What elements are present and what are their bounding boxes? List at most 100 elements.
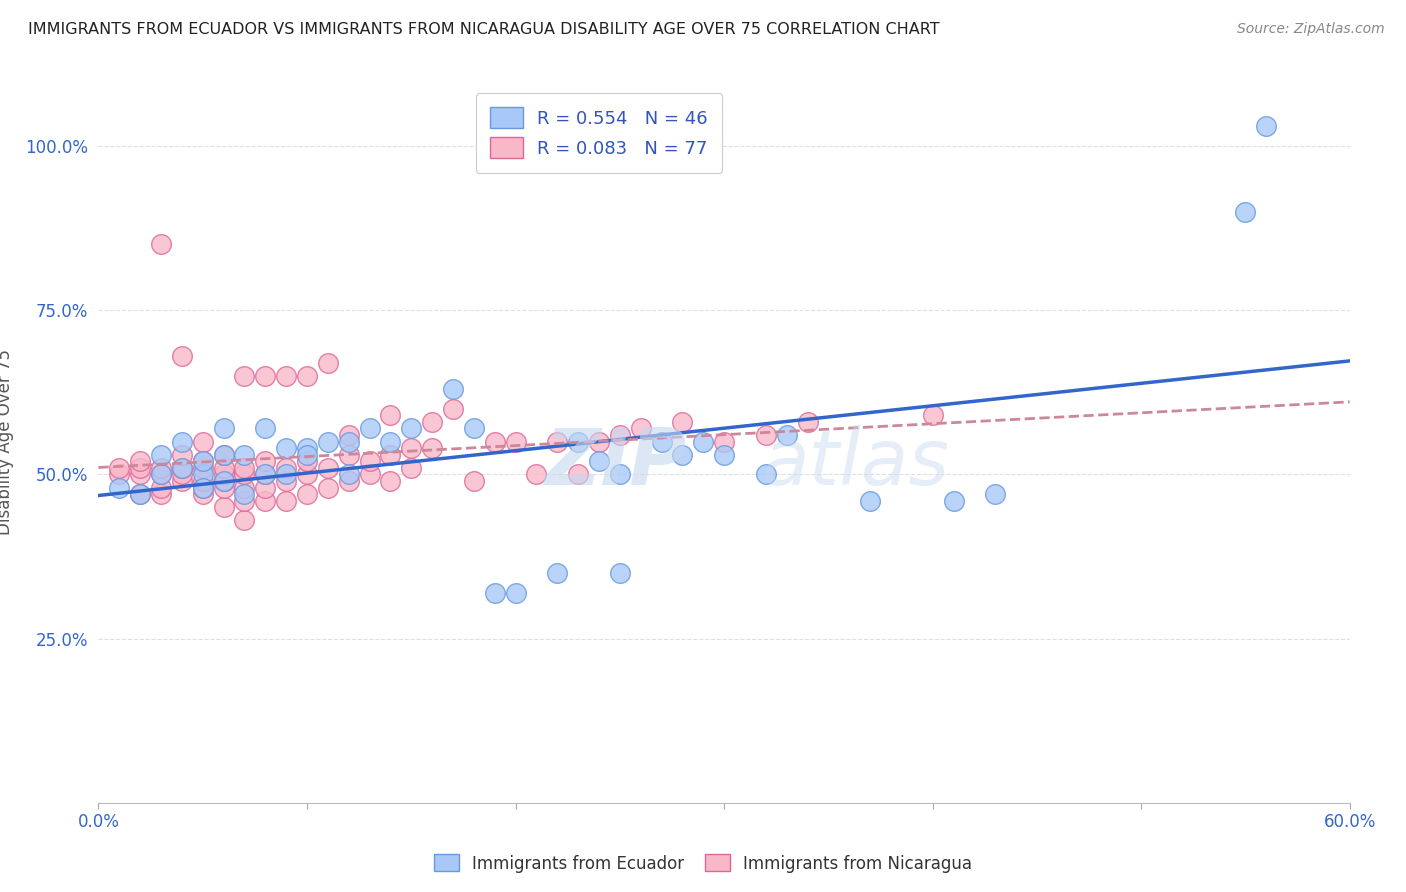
Point <box>233 481 256 495</box>
Point <box>129 487 152 501</box>
Point <box>337 448 360 462</box>
Point <box>254 467 277 482</box>
Point <box>420 441 443 455</box>
Point <box>295 368 318 383</box>
Point <box>316 356 339 370</box>
Point <box>129 460 152 475</box>
Point <box>274 460 298 475</box>
Point <box>359 454 381 468</box>
Point <box>359 421 381 435</box>
Point <box>420 415 443 429</box>
Point <box>505 434 527 449</box>
Point <box>588 434 610 449</box>
Point <box>191 487 214 501</box>
Point <box>274 493 298 508</box>
Point <box>380 448 402 462</box>
Point <box>755 428 778 442</box>
Point <box>609 467 631 482</box>
Point <box>984 487 1007 501</box>
Point <box>713 434 735 449</box>
Point <box>796 415 818 429</box>
Point <box>505 585 527 599</box>
Point <box>1234 204 1257 219</box>
Point <box>337 434 360 449</box>
Text: Source: ZipAtlas.com: Source: ZipAtlas.com <box>1237 22 1385 37</box>
Point <box>212 467 235 482</box>
Point <box>295 454 318 468</box>
Point <box>380 434 402 449</box>
Point <box>212 500 235 515</box>
Point <box>254 481 277 495</box>
Point <box>337 428 360 442</box>
Point <box>274 467 298 482</box>
Point <box>191 467 214 482</box>
Point <box>150 467 173 482</box>
Point <box>129 487 152 501</box>
Point <box>337 474 360 488</box>
Point <box>337 467 360 482</box>
Point <box>191 460 214 475</box>
Point <box>254 493 277 508</box>
Point <box>254 368 277 383</box>
Point <box>129 467 152 482</box>
Point <box>755 467 778 482</box>
Point <box>1256 120 1278 134</box>
Point <box>295 441 318 455</box>
Point <box>191 474 214 488</box>
Point <box>212 474 235 488</box>
Text: ZIP: ZIP <box>544 425 686 501</box>
Legend: R = 0.554   N = 46, R = 0.083   N = 77: R = 0.554 N = 46, R = 0.083 N = 77 <box>475 93 723 172</box>
Point <box>609 428 631 442</box>
Point <box>526 467 548 482</box>
Point <box>170 349 193 363</box>
Point <box>191 434 214 449</box>
Point <box>316 434 339 449</box>
Point <box>441 382 464 396</box>
Point <box>463 474 485 488</box>
Point <box>108 481 131 495</box>
Point <box>233 448 256 462</box>
Point <box>942 493 965 508</box>
Point <box>484 585 506 599</box>
Point <box>546 434 568 449</box>
Point <box>274 441 298 455</box>
Point <box>567 467 589 482</box>
Point <box>212 448 235 462</box>
Point <box>609 566 631 580</box>
Point <box>463 421 485 435</box>
Text: atlas: atlas <box>762 425 949 501</box>
Y-axis label: Disability Age Over 75: Disability Age Over 75 <box>0 349 14 534</box>
Point <box>713 448 735 462</box>
Point <box>150 448 173 462</box>
Point <box>295 487 318 501</box>
Point <box>359 467 381 482</box>
Point <box>108 460 131 475</box>
Point <box>150 487 173 501</box>
Point <box>191 481 214 495</box>
Point <box>401 441 423 455</box>
Point <box>212 460 235 475</box>
Point <box>170 460 193 475</box>
Point <box>380 409 402 423</box>
Point <box>170 448 193 462</box>
Point <box>651 434 673 449</box>
Point <box>401 421 423 435</box>
Point <box>295 467 318 482</box>
Point <box>254 467 277 482</box>
Point <box>484 434 506 449</box>
Point <box>546 566 568 580</box>
Point <box>254 454 277 468</box>
Point <box>274 368 298 383</box>
Point <box>170 467 193 482</box>
Point <box>233 493 256 508</box>
Point <box>129 454 152 468</box>
Point <box>170 460 193 475</box>
Point <box>170 474 193 488</box>
Point <box>191 454 214 468</box>
Point <box>233 460 256 475</box>
Point <box>441 401 464 416</box>
Point <box>567 434 589 449</box>
Point <box>233 467 256 482</box>
Point <box>401 460 423 475</box>
Point <box>191 454 214 468</box>
